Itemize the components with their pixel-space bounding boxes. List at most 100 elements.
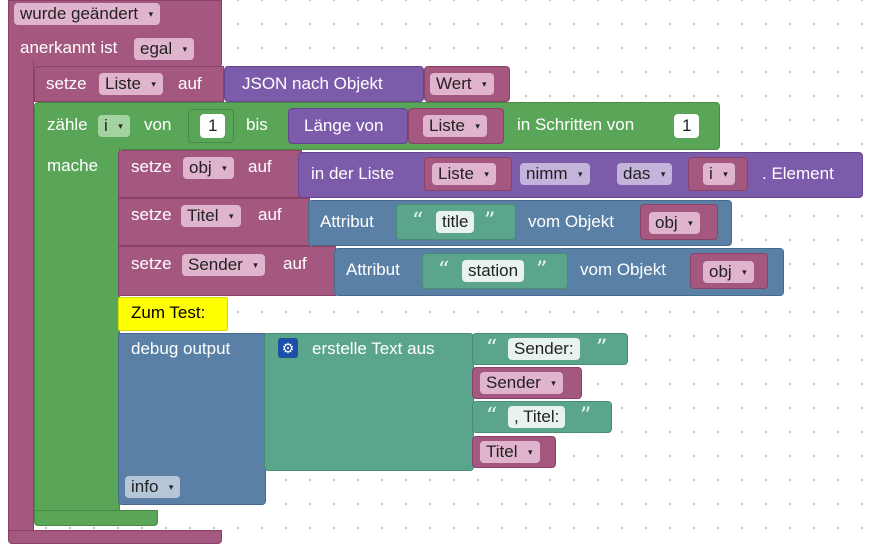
chevron-down-icon: ▾ bbox=[168, 482, 174, 492]
json-to-object-label: JSON nach Objekt bbox=[242, 74, 383, 93]
chevron-down-icon: ▾ bbox=[475, 121, 480, 131]
index-var-dropdown[interactable]: i ▾ bbox=[703, 163, 735, 185]
chevron-down-icon: ▾ bbox=[742, 267, 747, 277]
titel-obj-var: obj bbox=[655, 213, 678, 232]
chevron-down-icon: ▾ bbox=[148, 9, 154, 19]
acknowledged-value: egal bbox=[140, 39, 173, 58]
sender-attribute-label: Attribut bbox=[346, 260, 400, 279]
set-titel-var: Titel bbox=[187, 206, 219, 225]
quote-close-icon: ” bbox=[580, 404, 592, 429]
set-obj-var: obj bbox=[189, 158, 212, 177]
create-text-label: erstelle Text aus bbox=[312, 339, 435, 358]
set-sender-var: Sender bbox=[188, 255, 243, 274]
set-obj-auf: auf bbox=[248, 157, 272, 176]
acknowledged-dropdown[interactable]: egal ▾ bbox=[134, 38, 195, 60]
debug-level: info bbox=[131, 477, 159, 496]
text-part-2[interactable]: , Titel: bbox=[508, 406, 566, 428]
acknowledged-label: anerkannt ist bbox=[20, 38, 118, 57]
list-get-label: in der Liste bbox=[311, 164, 395, 183]
chevron-down-icon: ▾ bbox=[723, 169, 728, 179]
wert-dropdown[interactable]: Wert ▾ bbox=[430, 73, 494, 95]
titel-attribute-label: Attribut bbox=[320, 212, 374, 231]
length-var: Liste bbox=[429, 116, 465, 135]
set-sender-var-dropdown[interactable]: Sender ▾ bbox=[182, 254, 265, 276]
loop-block-arm bbox=[34, 148, 120, 514]
quote-open-icon: “ bbox=[412, 209, 424, 234]
var-part-1-dropdown[interactable]: Sender ▾ bbox=[480, 372, 563, 394]
var-part-2-dropdown[interactable]: Titel ▾ bbox=[480, 441, 540, 463]
set-sender-auf: auf bbox=[283, 254, 307, 273]
changed-dropdown[interactable]: wurde geändert ▾ bbox=[14, 3, 161, 25]
gear-icon[interactable]: ⚙ bbox=[278, 338, 298, 358]
chevron-down-icon: ▾ bbox=[527, 447, 533, 457]
sender-obj-var: obj bbox=[709, 262, 732, 281]
set-liste-setze: setze bbox=[46, 74, 87, 93]
loop-var-dropdown[interactable]: i ▾ bbox=[98, 115, 130, 137]
sender-of-label: vom Objekt bbox=[580, 260, 666, 279]
set-liste-var: Liste bbox=[105, 74, 141, 93]
chevron-down-icon: ▾ bbox=[182, 44, 188, 54]
chevron-down-icon: ▾ bbox=[578, 169, 583, 179]
chevron-down-icon: ▾ bbox=[484, 169, 489, 179]
quote-open-icon: “ bbox=[486, 336, 498, 361]
list-get-var: Liste bbox=[438, 164, 474, 183]
set-liste-var-dropdown[interactable]: Liste ▾ bbox=[99, 73, 163, 95]
quote-open-icon: “ bbox=[438, 258, 450, 283]
step-number-field[interactable]: 1 bbox=[674, 114, 700, 138]
length-var-dropdown[interactable]: Liste ▾ bbox=[423, 115, 487, 137]
quote-close-icon: ” bbox=[536, 258, 548, 283]
debug-output-label: debug output bbox=[131, 339, 231, 358]
list-get-var-dropdown[interactable]: Liste ▾ bbox=[432, 163, 496, 185]
chevron-down-icon: ▾ bbox=[151, 79, 156, 89]
trigger-block-arm bbox=[8, 60, 34, 538]
chevron-down-icon: ▾ bbox=[482, 79, 487, 89]
debug-level-dropdown[interactable]: info ▾ bbox=[125, 476, 181, 498]
chevron-down-icon: ▾ bbox=[551, 378, 556, 388]
list-get-mode-dropdown[interactable]: nimm ▾ bbox=[520, 163, 590, 185]
loop-bis: bis bbox=[246, 115, 268, 134]
chevron-down-icon: ▾ bbox=[253, 260, 258, 270]
chevron-down-icon: ▾ bbox=[222, 163, 227, 173]
length-label: Länge von bbox=[304, 116, 384, 135]
loop-step-label: in Schritten von bbox=[517, 115, 635, 134]
quote-close-icon: ” bbox=[596, 336, 608, 361]
comment-text: Zum Test: bbox=[131, 303, 206, 322]
chevron-down-icon: ▾ bbox=[688, 218, 693, 228]
comment-block[interactable] bbox=[118, 297, 228, 331]
var-part-2: Titel bbox=[486, 442, 518, 461]
set-obj-var-dropdown[interactable]: obj ▾ bbox=[183, 157, 234, 179]
set-liste-auf: auf bbox=[178, 74, 202, 93]
index-var: i bbox=[709, 164, 713, 183]
json-to-object-block[interactable] bbox=[224, 66, 424, 102]
chevron-down-icon: ▾ bbox=[228, 211, 234, 221]
trigger-block-foot bbox=[8, 530, 222, 544]
length-block[interactable] bbox=[288, 108, 408, 144]
set-titel-var-dropdown[interactable]: Titel ▾ bbox=[181, 205, 241, 227]
create-text-block[interactable] bbox=[264, 333, 474, 471]
list-get-which-dropdown[interactable]: das ▾ bbox=[617, 163, 673, 185]
text-part-1[interactable]: Sender: bbox=[508, 338, 580, 360]
sender-obj-dropdown[interactable]: obj ▾ bbox=[703, 261, 754, 283]
loop-var: i bbox=[104, 116, 108, 135]
set-titel-auf: auf bbox=[258, 205, 282, 224]
chevron-down-icon: ▾ bbox=[118, 121, 123, 131]
list-get-suffix: . Element bbox=[762, 164, 834, 183]
list-get-which: das bbox=[623, 164, 651, 183]
chevron-down-icon: ▾ bbox=[660, 169, 666, 179]
from-number-field[interactable]: 1 bbox=[200, 114, 226, 138]
quote-close-icon: ” bbox=[484, 209, 496, 234]
loop-block-foot bbox=[34, 510, 158, 526]
changed-label: wurde geändert bbox=[20, 4, 139, 23]
list-get-mode: nimm bbox=[526, 164, 568, 183]
titel-of-label: vom Objekt bbox=[528, 212, 614, 231]
wert-value: Wert bbox=[436, 74, 472, 93]
loop-von: von bbox=[144, 115, 172, 134]
sender-attribute-text[interactable]: station bbox=[462, 260, 525, 282]
set-sender-setze: setze bbox=[131, 254, 172, 273]
titel-attribute-text[interactable]: title bbox=[436, 211, 475, 233]
titel-obj-dropdown[interactable]: obj ▾ bbox=[649, 212, 700, 234]
quote-open-icon: “ bbox=[486, 404, 498, 429]
set-obj-setze: setze bbox=[131, 157, 172, 176]
loop-zaehle: zähle bbox=[47, 115, 88, 134]
set-titel-setze: setze bbox=[131, 205, 172, 224]
